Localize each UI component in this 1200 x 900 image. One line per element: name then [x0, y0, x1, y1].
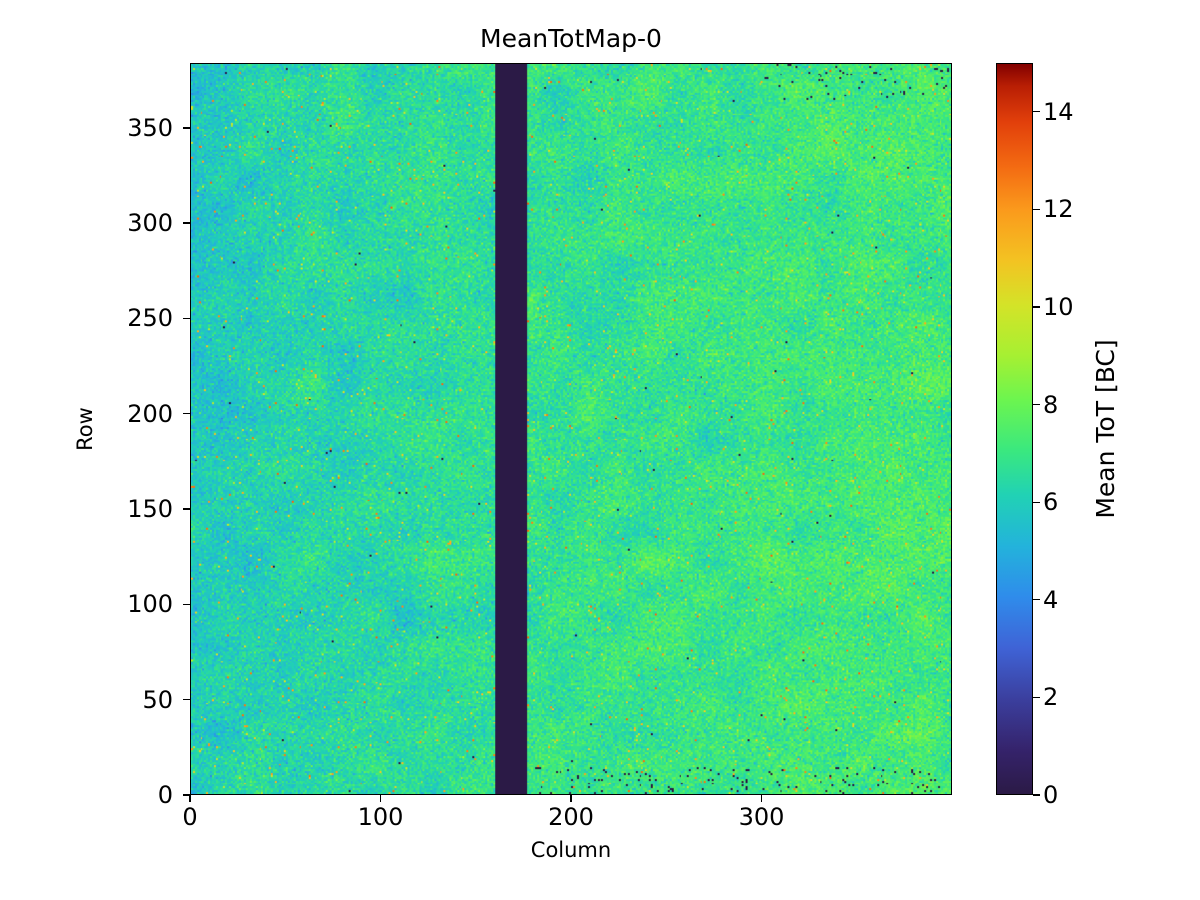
colorbar-label: Mean ToT [BC] [1091, 339, 1120, 519]
x-axis-label: Column [530, 838, 612, 862]
colorbar-tick-label-5: 10 [1043, 293, 1074, 321]
y-axis-tick-6 [183, 222, 190, 224]
colorbar-tick-6 [1033, 208, 1040, 211]
y-axis-tick-3 [183, 508, 190, 510]
y-axis-tick-label-1: 50 [142, 685, 173, 714]
y-axis-tick-4 [183, 413, 190, 415]
colorbar-tick-3 [1033, 501, 1040, 503]
x-axis-tick-3 [760, 795, 763, 802]
y-axis-tick-5 [183, 317, 190, 320]
x-axis-tick-1 [379, 795, 382, 802]
y-axis-tick-label-5: 250 [127, 304, 173, 333]
y-axis-tick-0 [183, 794, 190, 796]
y-axis-tick-label-4: 200 [127, 399, 173, 428]
colorbar-tick-7 [1033, 111, 1040, 113]
colorbar-tick-label-1: 2 [1043, 683, 1059, 712]
colorbar-tick-4 [1033, 403, 1040, 406]
heatmap-axes [190, 63, 952, 795]
colorbar-tick-label-3: 6 [1043, 488, 1059, 517]
y-axis-tick-label-0: 0 [157, 781, 173, 809]
colorbar-tick-label-6: 12 [1043, 195, 1074, 224]
colorbar-tick-label-7: 14 [1043, 97, 1074, 126]
y-axis-tick-label-2: 100 [127, 590, 173, 619]
y-axis-tick-label-3: 150 [127, 495, 173, 524]
colorbar-tick-label-0: 0 [1043, 781, 1059, 809]
y-axis-label: Row [73, 407, 97, 451]
y-axis-tick-2 [183, 603, 190, 606]
colorbar-tick-1 [1033, 696, 1040, 699]
colorbar [996, 63, 1033, 795]
y-axis-tick-7 [183, 127, 190, 129]
colorbar-gradient [997, 64, 1032, 794]
colorbar-tick-2 [1033, 599, 1040, 601]
page-title: MeanTotMap-0 [480, 24, 662, 53]
x-axis-tick-label-3: 300 [738, 803, 785, 831]
colorbar-tick-5 [1033, 306, 1040, 308]
heatmap-image [191, 64, 951, 794]
colorbar-tick-label-4: 8 [1043, 390, 1059, 419]
y-axis-tick-label-7: 350 [127, 113, 173, 142]
colorbar-tick-0 [1033, 794, 1040, 796]
x-axis-tick-0 [189, 795, 191, 802]
y-axis-tick-1 [183, 698, 190, 701]
x-axis-tick-label-1: 100 [357, 803, 404, 831]
colorbar-tick-label-2: 4 [1043, 585, 1059, 614]
x-axis-tick-label-2: 200 [548, 803, 594, 831]
x-axis-tick-2 [570, 795, 572, 802]
x-axis-tick-label-0: 0 [182, 803, 198, 831]
y-axis-tick-label-6: 300 [127, 209, 173, 238]
